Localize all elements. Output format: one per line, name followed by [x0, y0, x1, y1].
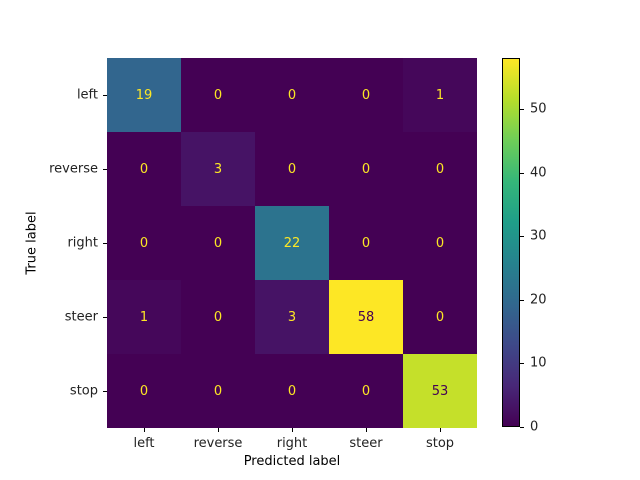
matrix-cell: 0 — [107, 354, 181, 428]
matrix-cell: 0 — [255, 132, 329, 206]
y-tick-label: stop — [69, 383, 98, 399]
x-tick-mark — [440, 428, 441, 432]
y-tick-mark — [103, 391, 107, 392]
y-tick-label: steer — [64, 309, 98, 325]
x-tick-label: left — [133, 436, 155, 451]
colorbar-tick-label: 50 — [530, 101, 547, 117]
matrix-cell: 0 — [329, 206, 403, 280]
matrix-cell: 3 — [255, 280, 329, 354]
x-tick-label: steer — [349, 436, 383, 451]
matrix-cell: 22 — [255, 206, 329, 280]
colorbar-tick-label: 20 — [530, 292, 547, 308]
x-tick-mark — [218, 428, 219, 432]
y-tick-label: left — [76, 87, 98, 103]
matrix-cell: 0 — [107, 206, 181, 280]
matrix-cell: 0 — [403, 280, 477, 354]
x-tick-mark — [144, 428, 145, 432]
colorbar-tick-label: 40 — [530, 165, 547, 181]
matrix-cell: 0 — [255, 354, 329, 428]
matrix-cell: 0 — [329, 132, 403, 206]
y-tick-mark — [103, 243, 107, 244]
matrix-cell: 0 — [329, 354, 403, 428]
matrix-cell: 0 — [255, 58, 329, 132]
matrix-cell: 1 — [403, 58, 477, 132]
colorbar-tick-label: 10 — [530, 355, 547, 371]
colorbar-tick-mark — [520, 299, 524, 301]
matrix-cell: 0 — [107, 132, 181, 206]
matrix-cell: 53 — [403, 354, 477, 428]
colorbar-tick-mark — [520, 108, 524, 110]
y-tick-mark — [103, 95, 107, 96]
x-tick-mark — [292, 428, 293, 432]
y-tick-mark — [103, 169, 107, 170]
matrix-cell: 19 — [107, 58, 181, 132]
x-axis-label: Predicted label — [243, 454, 341, 469]
matrix-cell: 1 — [107, 280, 181, 354]
colorbar-tick-label: 0 — [530, 419, 539, 435]
y-tick-label: right — [67, 235, 98, 251]
y-tick-mark — [103, 317, 107, 318]
matrix-cell: 0 — [181, 280, 255, 354]
y-tick-label: reverse — [49, 161, 98, 177]
colorbar-tick-mark — [520, 427, 524, 428]
matrix-cell: 0 — [181, 206, 255, 280]
matrix-cell: 0 — [181, 354, 255, 428]
confusion-matrix: 19 0 0 0 1 0 3 0 0 0 0 0 22 0 0 1 0 3 58 0 0 0 0 0 53 — [107, 58, 477, 428]
x-tick-label: stop — [425, 436, 455, 451]
x-tick-label: right — [276, 436, 308, 451]
y-axis-label: True label — [24, 211, 40, 275]
colorbar-tick-mark — [520, 172, 524, 174]
colorbar-tick-mark — [520, 236, 524, 238]
colorbar — [502, 58, 520, 427]
matrix-cell: 0 — [181, 58, 255, 132]
x-tick-mark — [366, 428, 367, 432]
colorbar-tick-label: 30 — [530, 228, 547, 244]
x-tick-label: reverse — [193, 436, 243, 451]
matrix-cell: 0 — [329, 58, 403, 132]
matrix-cell: 58 — [329, 280, 403, 354]
colorbar-tick-mark — [520, 363, 524, 365]
matrix-cell: 0 — [403, 206, 477, 280]
matrix-cell: 3 — [181, 132, 255, 206]
matrix-cell: 0 — [403, 132, 477, 206]
